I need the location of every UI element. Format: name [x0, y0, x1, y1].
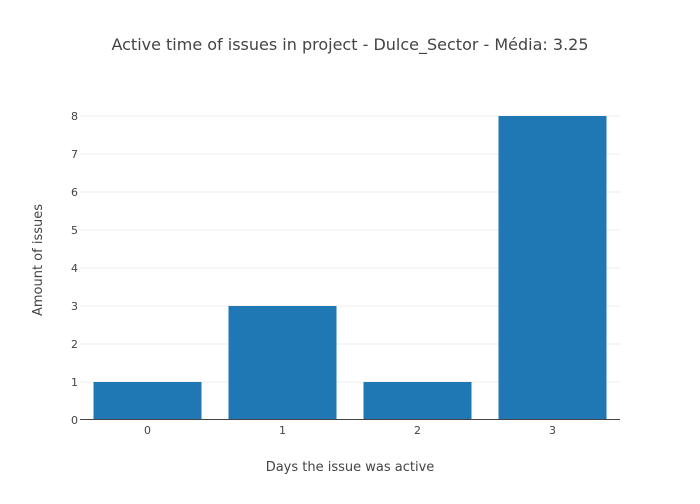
y-tick-label: 1 — [71, 376, 78, 389]
bar-3 — [498, 116, 607, 420]
y-tick-label: 6 — [71, 186, 78, 199]
grid-lines — [80, 115, 620, 383]
y-axis-label: Amount of issues — [31, 204, 46, 316]
x-tick-label: 1 — [279, 424, 286, 437]
bar-0 — [93, 382, 202, 420]
bars — [93, 116, 607, 420]
x-tick-label: 3 — [549, 424, 556, 437]
x-tick-label: 0 — [144, 424, 151, 437]
y-tick-label: 8 — [71, 110, 78, 123]
y-tick-label: 3 — [71, 300, 78, 313]
y-tick-label: 4 — [71, 262, 78, 275]
x-axis-label: Days the issue was active — [266, 460, 435, 475]
chart-title: Active time of issues in project - Dulce… — [111, 35, 588, 55]
x-tick-label: 2 — [414, 424, 421, 437]
bar-1 — [228, 306, 337, 420]
y-tick-label: 7 — [71, 148, 78, 161]
x-axis-ticks: 0 1 2 3 — [144, 424, 556, 437]
y-tick-label: 0 — [71, 414, 78, 427]
y-tick-label: 5 — [71, 224, 78, 237]
y-axis-ticks: 0 1 2 3 4 5 6 7 8 — [71, 110, 78, 427]
bar-2 — [363, 382, 472, 420]
y-tick-label: 2 — [71, 338, 78, 351]
